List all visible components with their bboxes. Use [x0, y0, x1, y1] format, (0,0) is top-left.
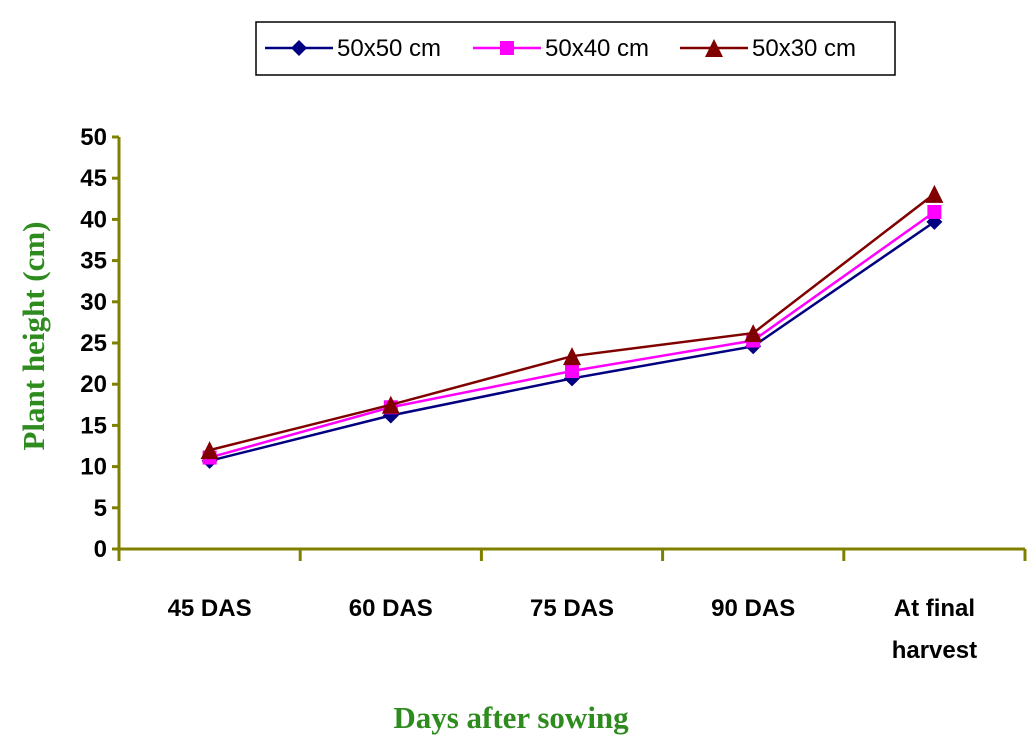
y-tick-label: 0	[94, 536, 107, 563]
data-point	[744, 324, 763, 343]
legend-entry: 50x50 cm	[265, 35, 441, 62]
x-tick-label: 60 DAS	[349, 595, 433, 622]
x-tick-label: 90 DAS	[711, 595, 795, 622]
series-0	[201, 213, 943, 469]
legend-label: 50x40 cm	[545, 35, 649, 62]
y-axis-title: Plant height (cm)	[16, 221, 51, 450]
data-point	[565, 364, 579, 379]
data-point	[381, 395, 400, 414]
series-line	[209, 192, 936, 452]
legend-marker	[705, 39, 723, 57]
x-tick-label: 75 DAS	[530, 595, 614, 622]
y-tick-label: 35	[80, 248, 107, 275]
y-tick-label: 45	[80, 165, 107, 192]
data-point	[927, 204, 942, 219]
x-axis: 45 DAS 60 DAS 75 DAS 90 DAS At final harvest	[117, 547, 1027, 664]
legend-label: 50x50 cm	[337, 35, 441, 62]
y-tick-label: 50	[80, 124, 107, 151]
y-tick-label: 40	[80, 206, 107, 233]
legend-entry: 50x40 cm	[473, 35, 649, 62]
x-axis-title: Days after sowing	[393, 700, 629, 735]
legend-entry: 50x30 cm	[680, 35, 856, 62]
x-tick-label: At final	[894, 595, 975, 622]
y-tick-label: 30	[80, 289, 107, 316]
y-tick-label: 10	[80, 454, 107, 481]
data-point	[563, 347, 581, 366]
data-point	[200, 441, 219, 460]
y-tick-label: 25	[80, 330, 107, 357]
legend-marker	[500, 41, 514, 55]
series-line	[209, 220, 936, 463]
y-tick-label: 5	[94, 495, 107, 522]
x-tick-label: 45 DAS	[168, 595, 252, 622]
series-1	[202, 204, 942, 465]
y-tick-label: 15	[80, 412, 107, 439]
series-2	[200, 184, 944, 460]
legend-box	[255, 21, 896, 76]
data-point	[925, 184, 944, 203]
series-line	[209, 210, 936, 459]
x-tick-label: harvest	[892, 637, 977, 664]
legend: 50x50 cm 50x40 cm 50x30 cm	[255, 21, 896, 76]
legend-label: 50x30 cm	[752, 35, 856, 62]
y-tick-label: 20	[80, 371, 107, 398]
y-axis: 0 5 10 15 20 25 30 35 40 45 50	[80, 124, 121, 563]
legend-marker	[291, 40, 307, 56]
series-layer	[200, 184, 944, 469]
